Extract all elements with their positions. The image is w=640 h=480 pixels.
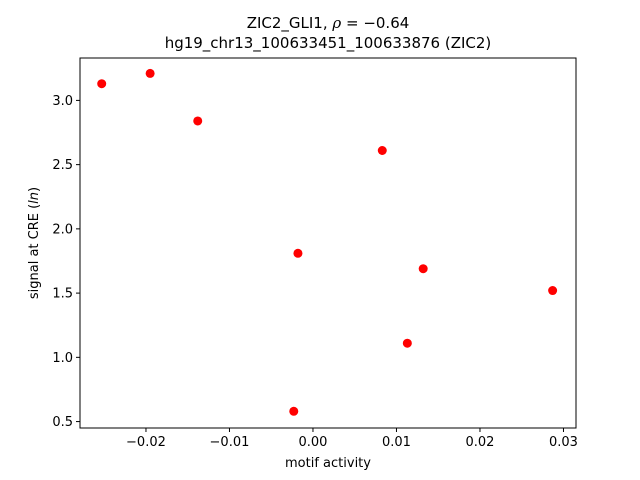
axis-ticks: −0.02 −0.01 0.00 0.01 0.02 0.03 0.5 1.0 1.5 2.0 2.… <box>52 94 578 450</box>
x-tick-label: 0.00 <box>298 435 327 450</box>
x-tick-label: 0.01 <box>382 435 411 450</box>
y-tick-label: 3.0 <box>52 94 73 109</box>
x-axis-label: motif activity <box>285 456 371 471</box>
data-point <box>402 338 412 348</box>
data-point <box>289 406 299 416</box>
x-tick-label: 0.02 <box>465 435 494 450</box>
x-tick-label: 0.03 <box>549 435 578 450</box>
x-tick-label: −0.01 <box>210 435 250 450</box>
data-point <box>548 286 558 296</box>
data-point <box>145 68 155 78</box>
data-point <box>377 146 387 155</box>
data-point <box>418 264 428 274</box>
plot-area-frame <box>79 57 577 429</box>
data-point <box>293 248 303 258</box>
y-tick-label: 2.0 <box>52 222 73 237</box>
y-tick-label: 0.5 <box>52 415 73 430</box>
data-point <box>193 116 203 126</box>
data-points <box>97 68 558 416</box>
x-tick-label: −0.02 <box>126 435 166 450</box>
chart-title-line2: hg19_chr13_100633451_100633876 (ZIC2) <box>165 34 492 53</box>
data-point <box>97 79 107 89</box>
chart-title-line1: ZIC2_GLI1, ρ = −0.64 <box>247 14 410 33</box>
y-tick-label: 1.0 <box>52 351 73 366</box>
y-tick-label: 2.5 <box>52 158 73 173</box>
y-tick-label: 1.5 <box>52 287 73 302</box>
y-axis-label: signal at CRE (ln) <box>27 187 42 299</box>
